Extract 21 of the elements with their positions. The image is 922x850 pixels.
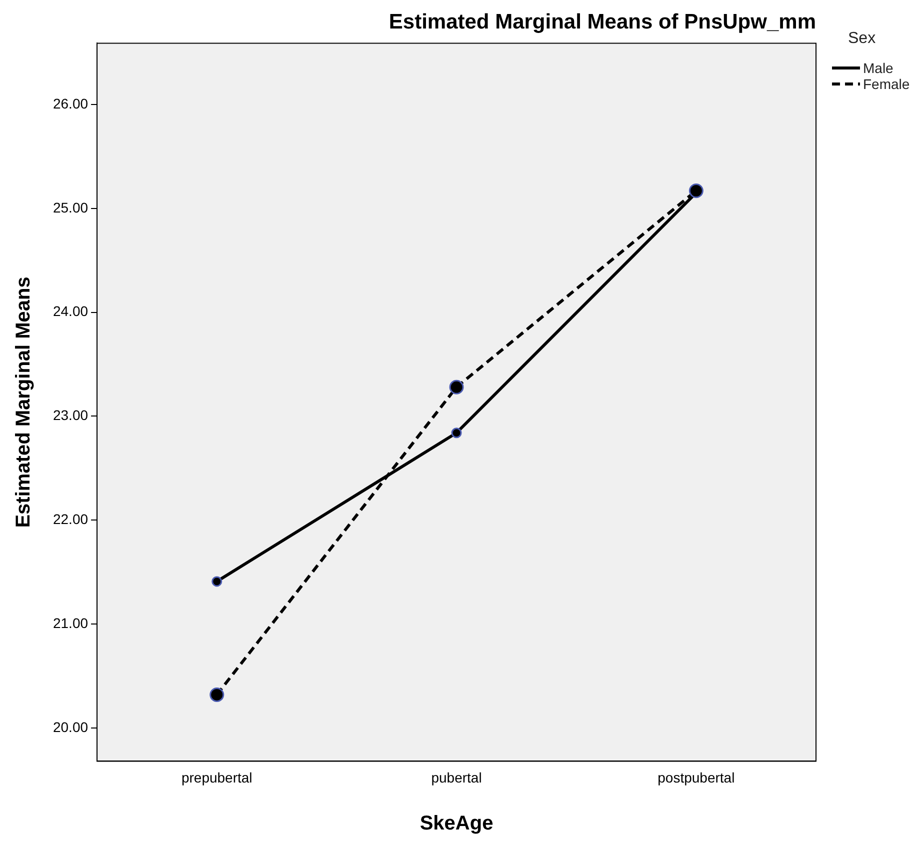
y-tick-label: 26.00 bbox=[52, 95, 88, 112]
x-tick-label: postpubertal bbox=[658, 769, 735, 786]
point bbox=[212, 576, 222, 587]
y-tick-label: 24.00 bbox=[52, 303, 88, 320]
y-axis-title: Estimated Marginal Means bbox=[12, 276, 35, 528]
point bbox=[449, 380, 464, 394]
y-tick-label: 25.00 bbox=[52, 199, 88, 216]
x-axis-title: SkeAge bbox=[420, 812, 494, 835]
legend-title: Sex bbox=[848, 30, 877, 48]
legend-label: Female bbox=[863, 76, 910, 92]
y-tick-label: 22.00 bbox=[52, 510, 88, 527]
y-tick-label: 20.00 bbox=[52, 718, 88, 735]
y-tick-label: 23.00 bbox=[52, 407, 88, 424]
chart-title: Estimated Marginal Means of PnsUpw_mm bbox=[388, 10, 816, 34]
y-tick-label: 21.00 bbox=[52, 614, 88, 631]
x-tick-label: prepubertal bbox=[181, 769, 252, 786]
point bbox=[451, 428, 462, 438]
legend-label: Male bbox=[863, 60, 894, 76]
point bbox=[210, 687, 224, 702]
x-tick-label: pubertal bbox=[431, 769, 482, 786]
point bbox=[688, 184, 704, 198]
